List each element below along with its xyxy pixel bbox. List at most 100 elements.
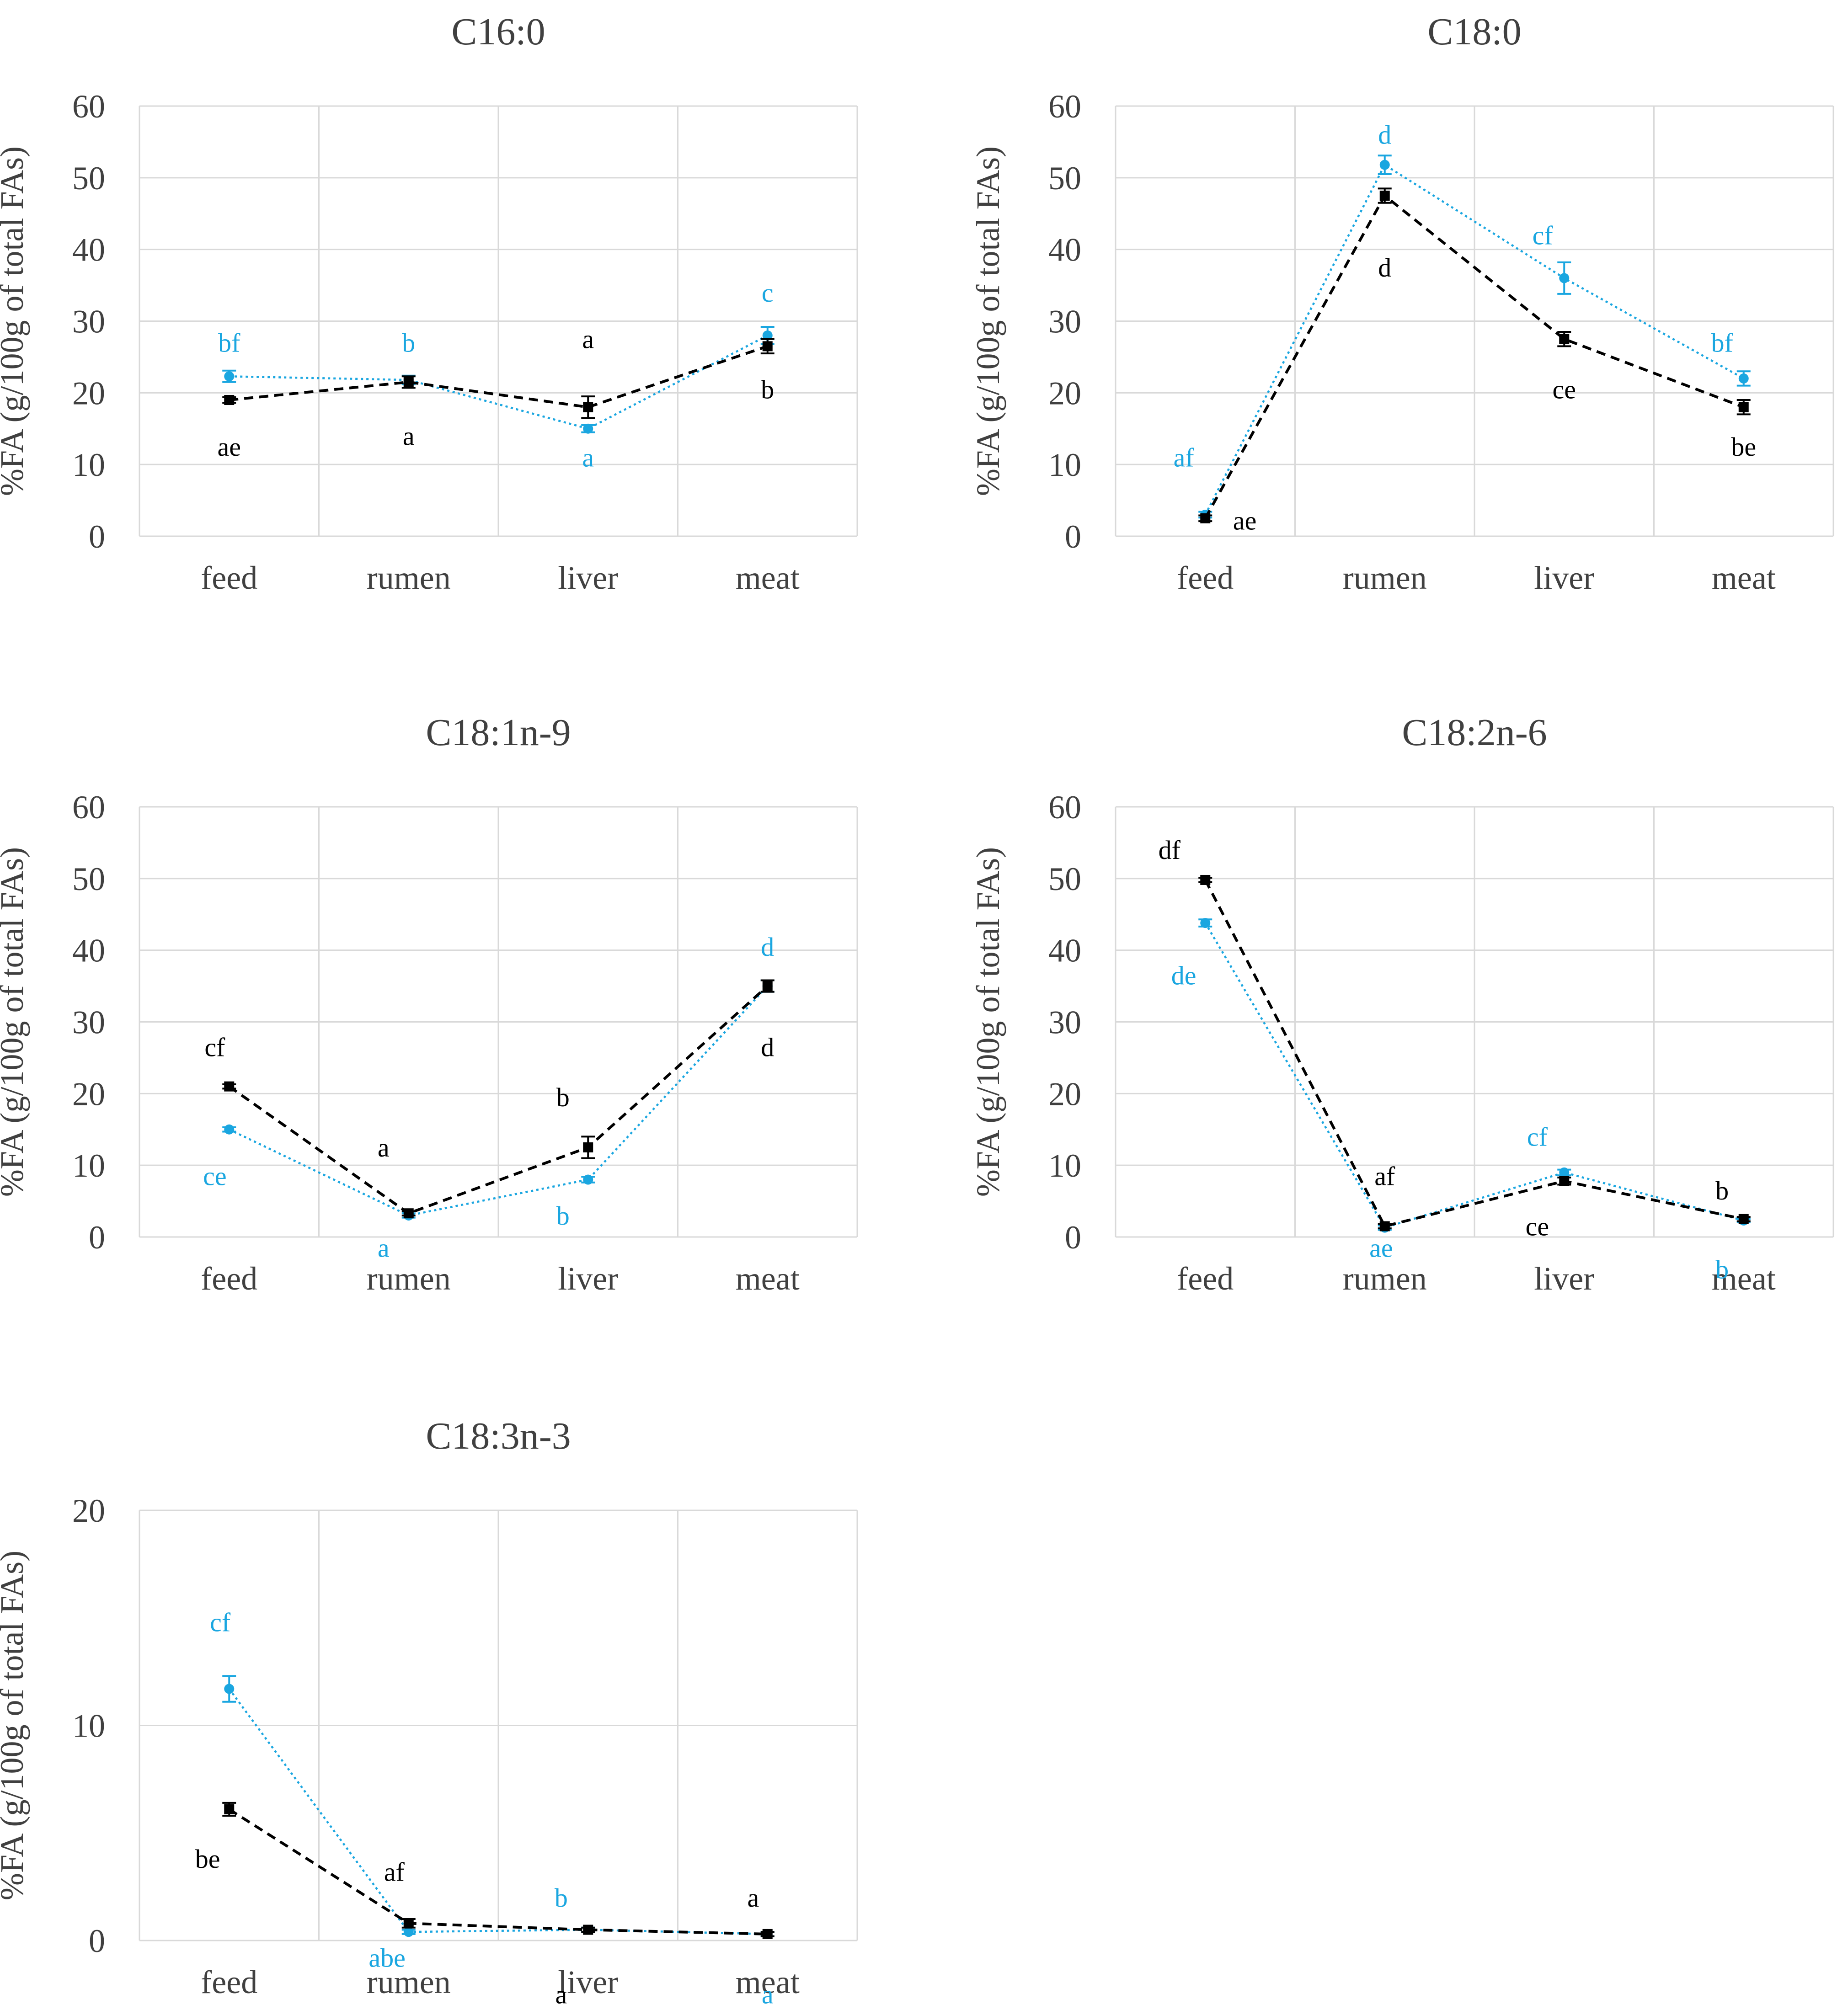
y-tick-label: 30 [1048,1004,1081,1041]
significance-letter: ae [1233,506,1257,535]
y-tick-label: 50 [72,160,105,197]
data-point [403,1927,414,1937]
x-tick-label: liver [1534,1260,1594,1297]
significance-letter: be [1731,432,1756,462]
significance-letter: abe [369,1943,406,1973]
y-axis-label: %FA (g/100g of total FAs) [0,847,30,1197]
significance-letter: de [1171,961,1196,991]
y-tick-label: 20 [72,1076,105,1112]
significance-letter: cf [204,1032,225,1062]
x-tick-label: meat [736,1964,800,2000]
x-tick-label: rumen [1343,1260,1427,1297]
chart-panel: C18:0 0 10 20 30 40 50 60 feed rumen liver meat %FA … [970,11,1834,596]
chart-title: C18:1n-9 [426,711,571,754]
data-point [403,1208,414,1219]
y-tick-label: 10 [72,1708,105,1744]
data-point [762,1929,773,1939]
y-tick-label: 0 [1065,518,1081,555]
significance-letter: b [1715,1255,1729,1285]
significance-letter: b [402,328,415,358]
chart-title: C18:3n-3 [426,1415,571,1457]
significance-letter: d [761,1032,774,1062]
y-tick-label: 60 [72,88,105,125]
data-point [762,981,773,992]
y-tick-label: 30 [1048,304,1081,340]
data-point [1379,160,1390,170]
y-tick-label: 0 [89,1219,105,1256]
series-line-black [1204,879,1744,1228]
data-point [1379,191,1390,201]
significance-letter: ce [1553,374,1576,404]
y-tick-label: 40 [72,232,105,268]
significance-letter: ce [203,1162,227,1191]
chart-panel: C18:1n-9 0 10 20 30 40 50 60 feed rumen liver meat%… [0,711,858,1297]
series-line-blue [228,1688,768,1935]
y-tick-label: 30 [72,1004,105,1041]
significance-letter: a [378,1133,390,1162]
y-axis-label: %FA (g/100g of total FAs) [970,146,1006,496]
significance-letter: bf [1711,328,1733,358]
chart-title: C18:0 [1427,11,1521,53]
significance-letter: bf [218,328,240,358]
chart-panel: C18:3n-3 0 10 20 feed rumen liver meat %FA (g/10… [0,1415,858,2010]
y-tick-label: 50 [72,861,105,897]
data-point [224,1081,235,1092]
y-tick-label: 50 [1048,861,1081,897]
y-tick-label: 10 [1048,1147,1081,1184]
y-tick-label: 60 [1048,88,1081,125]
y-tick-label: 20 [1048,375,1081,411]
significance-letter: a [762,1980,774,2010]
y-tick-label: 20 [1048,1076,1081,1112]
y-tick-label: 40 [1048,232,1081,268]
data-point [224,1804,235,1814]
y-tick-label: 0 [89,518,105,555]
chart-panel: C16:0 0 10 20 30 40 50 60 feed rumen liver meat %FA … [0,11,858,596]
y-tick-label: 0 [89,1923,105,1959]
significance-letter: af [1374,1162,1395,1191]
y-tick-label: 10 [72,447,105,483]
x-tick-label: feed [201,1964,257,2000]
y-tick-label: 20 [72,1493,105,1529]
y-tick-label: 10 [1048,447,1081,483]
significance-letter: ce [1526,1211,1549,1241]
series-line-black [229,345,768,409]
data-point [1379,1221,1390,1232]
significance-letter: df [1159,835,1181,865]
y-axis-label: %FA (g/100g of total FAs) [0,1551,30,1900]
x-tick-label: feed [1177,560,1234,596]
significance-letter: a [555,1980,567,2010]
significance-letter: be [195,1844,220,1874]
y-tick-label: 30 [72,304,105,340]
significance-letter: d [761,932,774,962]
y-tick-label: 60 [72,789,105,826]
data-point [403,377,414,387]
significance-letter: b [1715,1176,1729,1205]
x-tick-label: liver [558,1964,618,2000]
series-line-blue [1204,163,1744,515]
data-point [1200,874,1211,885]
significance-letter: af [384,1857,405,1887]
significance-letter: cf [210,1608,231,1637]
series-line-black [228,985,769,1215]
significance-letter: ae [218,432,241,462]
x-tick-label: liver [558,560,618,596]
significance-letter: a [403,421,415,451]
significance-letter: cf [1527,1122,1548,1152]
data-point [583,1174,593,1185]
data-point [583,423,593,434]
significance-letter: b [556,1201,570,1231]
significance-letter: d [1378,253,1391,283]
data-point [1200,513,1211,523]
x-tick-label: feed [201,560,257,596]
significance-letter: c [762,278,774,308]
x-tick-label: rumen [367,560,451,596]
x-tick-label: liver [1534,560,1594,596]
y-tick-label: 40 [1048,933,1081,969]
x-tick-label: meat [1712,560,1776,596]
significance-letter: b [555,1883,568,1913]
series-line-black [228,1808,768,1935]
x-tick-label: meat [1712,1260,1776,1297]
significance-letter: ae [1369,1233,1393,1263]
data-point [1738,1214,1749,1224]
